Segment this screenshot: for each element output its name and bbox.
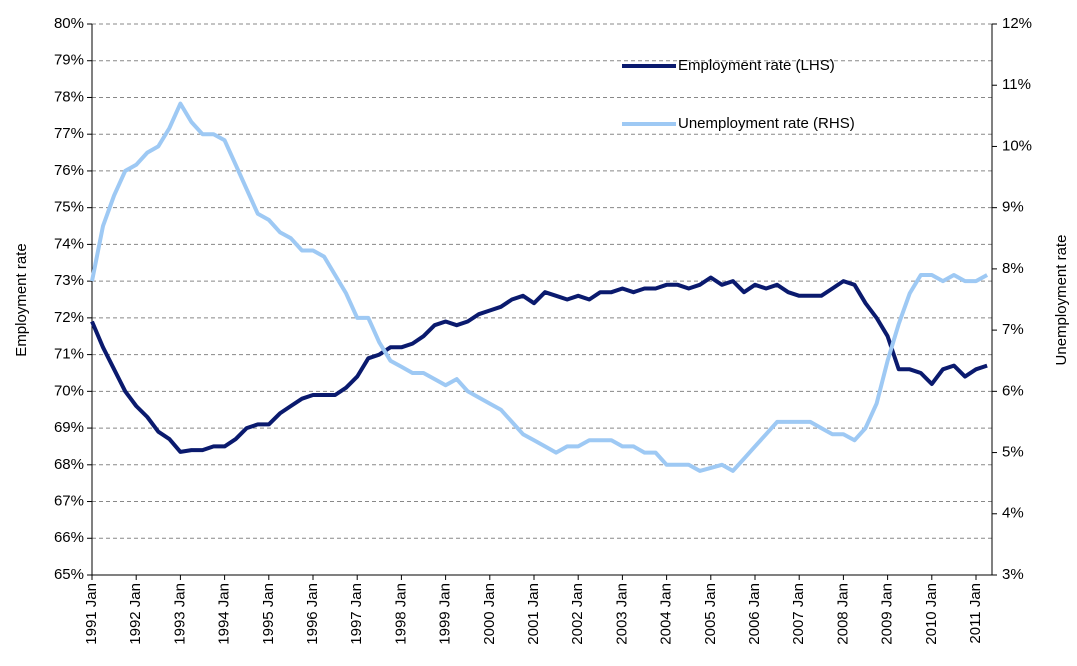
y2-tick-label: 8% [1002, 260, 1024, 277]
y2-tick-label: 9% [1002, 199, 1024, 216]
x-tick-label: 2003 Jan [613, 583, 630, 645]
x-tick-label: 2002 Jan [569, 583, 586, 645]
y2-tick-label: 10% [1002, 137, 1032, 154]
legend-label: Employment rate (LHS) [678, 57, 835, 74]
y2-tick-label: 5% [1002, 444, 1024, 461]
x-tick-label: 1993 Jan [171, 583, 188, 645]
x-tick-label: 2004 Jan [658, 583, 675, 645]
y-tick-label: 74% [54, 235, 84, 252]
x-tick-label: 1996 Jan [304, 583, 321, 645]
y2-axis-title: Unemployment rate [1053, 235, 1070, 366]
x-tick-label: 2009 Jan [879, 583, 896, 645]
x-tick-label: 2007 Jan [790, 583, 807, 645]
x-tick-label: 1992 Jan [127, 583, 144, 645]
y2-tick-label: 7% [1002, 321, 1024, 338]
x-tick-label: 1997 Jan [348, 583, 365, 645]
x-tick-label: 1995 Jan [260, 583, 277, 645]
y-tick-label: 66% [54, 529, 84, 546]
y2-tick-label: 11% [1002, 76, 1031, 93]
x-tick-label: 1991 Jan [83, 583, 100, 645]
x-tick-label: 1998 Jan [392, 583, 409, 645]
legend-label: Unemployment rate (RHS) [678, 115, 855, 132]
y-tick-label: 75% [54, 199, 84, 216]
x-tick-label: 2000 Jan [481, 583, 498, 645]
y-tick-label: 72% [54, 309, 84, 326]
y-tick-label: 73% [54, 272, 84, 289]
y-tick-label: 65% [54, 566, 84, 583]
y2-tick-label: 6% [1002, 382, 1024, 399]
y-tick-label: 68% [54, 456, 84, 473]
x-tick-label: 2010 Jan [923, 583, 940, 645]
y2-tick-label: 3% [1002, 566, 1024, 583]
x-tick-label: 2006 Jan [746, 583, 763, 645]
x-tick-label: 2008 Jan [834, 583, 851, 645]
y-axis-title: Employment rate [13, 243, 30, 356]
series-line [90, 101, 989, 473]
series-line [90, 275, 988, 454]
x-tick-label: 1994 Jan [216, 583, 233, 645]
y-tick-label: 77% [54, 125, 84, 142]
x-tick-label: 2011 Jan [967, 583, 984, 644]
x-tick-label: 2005 Jan [702, 583, 719, 645]
y-tick-label: 70% [54, 382, 84, 399]
y-tick-label: 69% [54, 419, 84, 436]
y-tick-label: 80% [54, 15, 84, 32]
y2-tick-label: 4% [1002, 505, 1024, 522]
x-tick-label: 1999 Jan [437, 583, 454, 645]
y2-tick-label: 12% [1002, 15, 1032, 32]
y-tick-label: 67% [54, 493, 84, 510]
y-tick-label: 78% [54, 88, 84, 105]
x-tick-label: 2001 Jan [525, 583, 542, 645]
y-tick-label: 71% [54, 346, 84, 363]
y-tick-label: 76% [54, 162, 84, 179]
y-tick-label: 79% [54, 52, 84, 69]
